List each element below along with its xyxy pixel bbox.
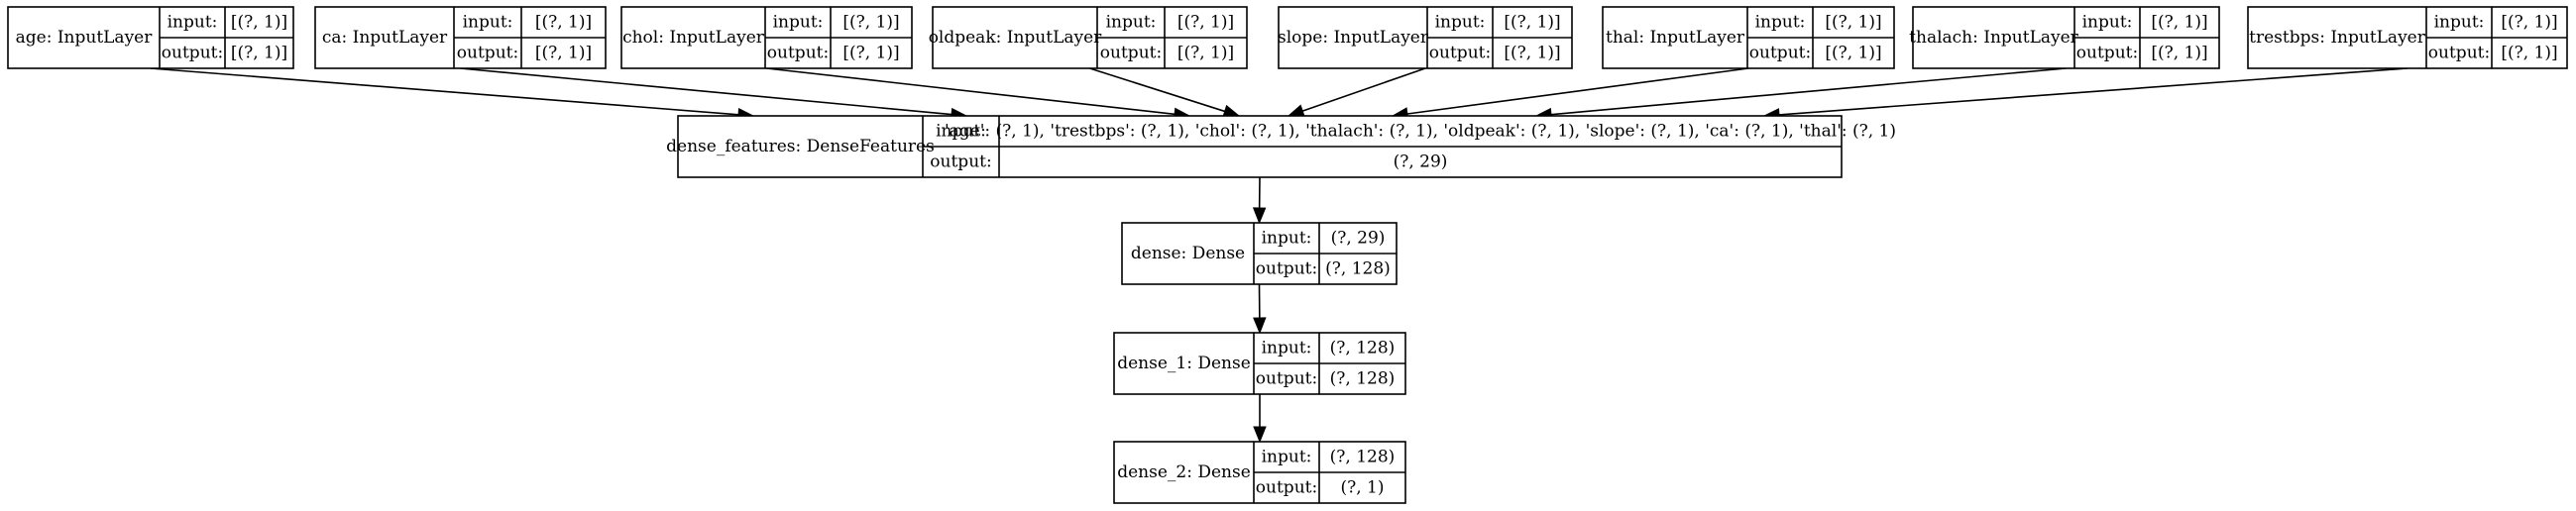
- output-label: output:: [1429, 44, 1491, 63]
- node-slope: slope: InputLayer input: output: [(?, 1)] [(…: [1278, 6, 1573, 69]
- input-shape: [(?, 1)]: [1825, 13, 1881, 33]
- input-shape: [(?, 1)]: [535, 13, 592, 33]
- output-shape: [(?, 1)]: [842, 44, 899, 63]
- edge-age-to-dense-features: [150, 67, 755, 122]
- edge-line: [1778, 67, 2408, 116]
- output-shape: (?, 128): [1325, 259, 1391, 279]
- output-shape: [(?, 1)]: [1825, 44, 1881, 63]
- node-name: ca: InputLayer: [322, 28, 448, 48]
- output-shape: [(?, 1)]: [535, 44, 592, 63]
- node-name: trestbps: InputLayer: [2249, 28, 2426, 48]
- edge-arrowhead: [1253, 426, 1267, 444]
- input-label: input:: [463, 13, 513, 33]
- node-name: slope: InputLayer: [1278, 28, 1429, 48]
- node-thal: thal: InputLayer input: output: [(?, 1)] [(?…: [1602, 6, 1895, 69]
- edge-dense-1-to-dense-2: [1253, 394, 1267, 444]
- input-label: input:: [1262, 339, 1312, 358]
- output-shape: (?, 29): [1394, 153, 1448, 172]
- output-shape: [(?, 1)]: [231, 44, 287, 63]
- output-label: output:: [457, 44, 518, 63]
- input-label: input:: [1435, 13, 1486, 33]
- edge-line: [460, 67, 952, 116]
- edge-oldpeak-to-dense-features: [1089, 67, 1241, 118]
- input-label: input:: [1106, 13, 1157, 33]
- node-name: oldpeak: InputLayer: [929, 28, 1102, 48]
- node-name: thal: InputLayer: [1606, 28, 1745, 48]
- output-label: output:: [1256, 478, 1317, 498]
- input-label: input:: [2434, 13, 2485, 33]
- output-label: output:: [930, 153, 991, 172]
- edge-chol-to-dense-features: [766, 67, 1191, 121]
- input-label: input:: [168, 13, 218, 33]
- input-shape: (?, 29): [1331, 229, 1386, 249]
- node-name: dense_2: Dense: [1117, 462, 1251, 482]
- output-shape: [(?, 1)]: [1177, 44, 1234, 63]
- input-shape: (?, 128): [1330, 339, 1396, 358]
- node-dense-1: dense_1: Dense input: output: (?, 128) (?, 1…: [1113, 332, 1406, 395]
- node-chol: chol: InputLayer input: output: [(?, 1)] [(?…: [620, 6, 913, 69]
- node-name: thalach: InputLayer: [1909, 28, 2079, 48]
- output-shape: [(?, 1)]: [2501, 44, 2557, 63]
- node-name: dense_features: DenseFeatures: [666, 137, 935, 156]
- edge-dense-features-to-dense: [1252, 176, 1267, 225]
- node-trestbps: trestbps: InputLayer input: output: [(?, 1)…: [2247, 6, 2568, 69]
- input-shape: [(?, 1)]: [1177, 13, 1234, 33]
- output-shape: [(?, 1)]: [2151, 44, 2207, 63]
- input-label: input:: [773, 13, 824, 33]
- output-label: output:: [767, 44, 829, 63]
- node-ca: ca: InputLayer input: output: [(?, 1)] [(?, …: [314, 6, 607, 69]
- node-name: dense: Dense: [1131, 244, 1245, 263]
- edge-line: [1550, 67, 2067, 116]
- nodes-layer: age: InputLayer input: output: [(?, 1)] [(?,…: [7, 6, 2568, 504]
- input-label: input:: [1755, 13, 1806, 33]
- output-label: output:: [162, 44, 223, 63]
- output-label: output:: [1256, 369, 1317, 389]
- edge-line: [1301, 67, 1426, 112]
- node-dense-2: dense_2: Dense input: output: (?, 128) (?, 1…: [1113, 441, 1406, 504]
- edge-line: [766, 67, 1176, 116]
- input-label: input:: [1262, 229, 1312, 249]
- edge-arrowhead: [1253, 317, 1267, 335]
- output-label: output:: [2076, 44, 2138, 63]
- input-shape: [(?, 1)]: [2501, 13, 2557, 33]
- input-shape: [(?, 1)]: [1504, 13, 1560, 33]
- edge-dense-to-dense-1: [1253, 283, 1267, 335]
- output-shape: (?, 128): [1330, 369, 1396, 389]
- input-label: input:: [2082, 13, 2133, 33]
- output-label: output:: [1256, 259, 1317, 279]
- output-shape: (?, 1): [1340, 478, 1384, 498]
- edge-line: [1089, 67, 1225, 113]
- node-name: age: InputLayer: [16, 28, 154, 48]
- input-shape: 'age': (?, 1), 'trestbps': (?, 1), 'chol…: [945, 122, 1896, 142]
- input-label: input:: [936, 122, 986, 142]
- edge-line: [150, 67, 739, 116]
- edge-arrowhead: [1252, 207, 1267, 225]
- input-shape: [(?, 1)]: [231, 13, 287, 33]
- node-name: chol: InputLayer: [622, 28, 765, 48]
- edge-line: [1406, 67, 1749, 115]
- output-label: output:: [2428, 44, 2490, 63]
- input-shape: [(?, 1)]: [842, 13, 899, 33]
- edge-trestbps-to-dense-features: [1762, 67, 2408, 122]
- output-label: output:: [1749, 44, 1811, 63]
- edge-arrowhead: [1287, 104, 1305, 118]
- input-shape: [(?, 1)]: [2151, 13, 2207, 33]
- output-shape: [(?, 1)]: [1504, 44, 1560, 63]
- output-label: output:: [1100, 44, 1162, 63]
- node-name: dense_1: Dense: [1117, 354, 1251, 373]
- node-dense: dense: Dense input: output: (?, 29) (?, 128): [1121, 222, 1398, 285]
- node-age: age: InputLayer input: output: [(?, 1)] [(?,…: [7, 6, 294, 69]
- input-shape: (?, 128): [1330, 448, 1396, 467]
- input-label: input:: [1262, 448, 1312, 467]
